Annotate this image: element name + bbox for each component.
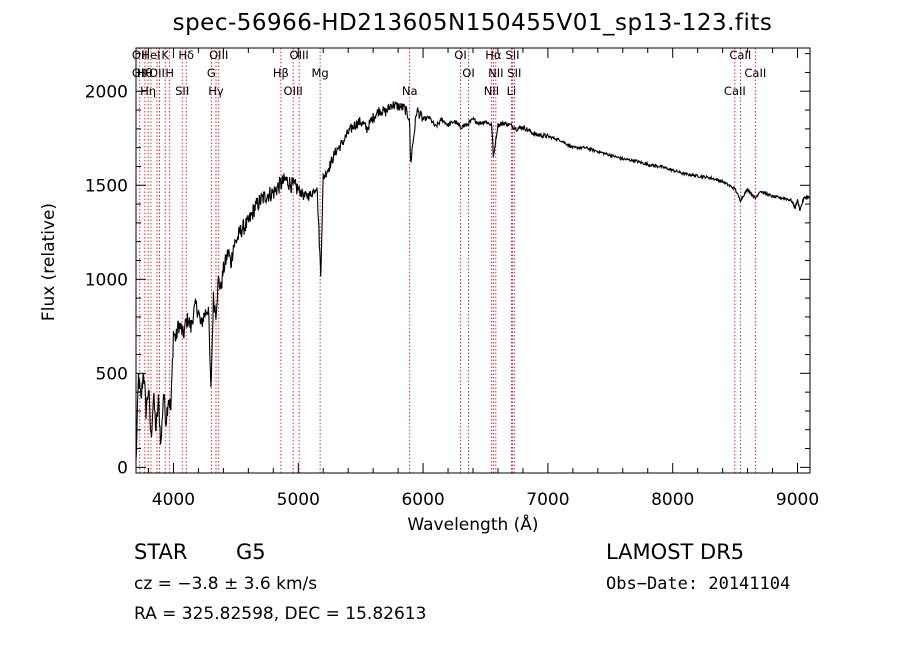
line-marker-label: OI — [454, 48, 466, 62]
line-marker-label: OIII — [209, 48, 228, 62]
line-marker-label: CaII — [724, 84, 746, 98]
y-tick-label: 1000 — [85, 270, 128, 290]
line-marker-label: Hγ — [208, 84, 224, 98]
line-marker-label: Na — [402, 84, 418, 98]
line-marker-label: Hη — [140, 84, 156, 98]
spectrum-line — [135, 101, 811, 461]
x-tick-label: 5000 — [277, 490, 320, 510]
line-markers — [139, 48, 756, 473]
line-marker-label: OIII — [290, 48, 309, 62]
sky-coordinates: RA = 325.82598, DEC = 15.82613 — [134, 604, 427, 624]
line-marker-labels: OIIOIIHθHηHeIOIIKHSIIHδGHγOIIIHβOIIIOIII… — [132, 48, 766, 98]
x-tick-label: 7000 — [526, 490, 569, 510]
x-axis-label: Wavelength (Å) — [407, 513, 538, 535]
x-axis: 4000 5000 6000 7000 8000 9000 — [147, 48, 819, 510]
line-marker-label: OIII — [284, 84, 303, 98]
chart-title: spec-56966-HD213605N150455V01_sp13-123.f… — [172, 10, 773, 36]
redshift-cz: cz = −3.8 ± 3.6 km/s — [134, 574, 318, 594]
line-marker-label: Hβ — [273, 66, 289, 80]
y-tick-label: 500 — [96, 364, 128, 384]
line-marker-label: Hθ — [137, 66, 153, 80]
x-tick-label: 6000 — [401, 490, 444, 510]
line-marker-label: HeI — [141, 48, 160, 62]
line-marker-label: CaII — [744, 66, 766, 80]
line-marker-label: OI — [462, 66, 474, 80]
survey-release: LAMOST DR5 — [606, 540, 745, 564]
line-marker-label: NII — [484, 84, 499, 98]
line-marker-label: Li — [507, 84, 517, 98]
y-tick-label: 1500 — [85, 176, 128, 196]
line-marker-label: Hα — [485, 48, 502, 62]
y-tick-label: 0 — [117, 458, 128, 478]
plot-frame — [135, 47, 811, 474]
x-tick-label: 4000 — [152, 490, 195, 510]
line-marker-label: G — [207, 66, 216, 80]
line-marker-label: Mg — [311, 66, 328, 80]
line-marker-label: SII — [507, 66, 521, 80]
line-marker-label: SII — [505, 48, 519, 62]
object-type: STAR — [134, 540, 188, 564]
line-marker-label: NII — [488, 66, 503, 80]
line-marker-label: Hδ — [178, 48, 194, 62]
x-tick-label: 8000 — [651, 490, 694, 510]
line-marker-label: H — [165, 66, 174, 80]
y-axis-label: Flux (relative) — [39, 203, 59, 321]
spectral-subclass: G5 — [236, 540, 266, 564]
x-tick-label: 9000 — [776, 490, 819, 510]
observation-date: Obs−Date: 20141104 — [606, 574, 791, 594]
line-marker-label: K — [161, 48, 169, 62]
y-axis: 0 500 1000 1500 2000 — [85, 53, 810, 478]
line-marker-label: SII — [175, 84, 189, 98]
line-marker-label: CaII — [729, 48, 751, 62]
y-tick-label: 2000 — [85, 82, 128, 102]
line-marker-label: OII — [149, 66, 165, 80]
